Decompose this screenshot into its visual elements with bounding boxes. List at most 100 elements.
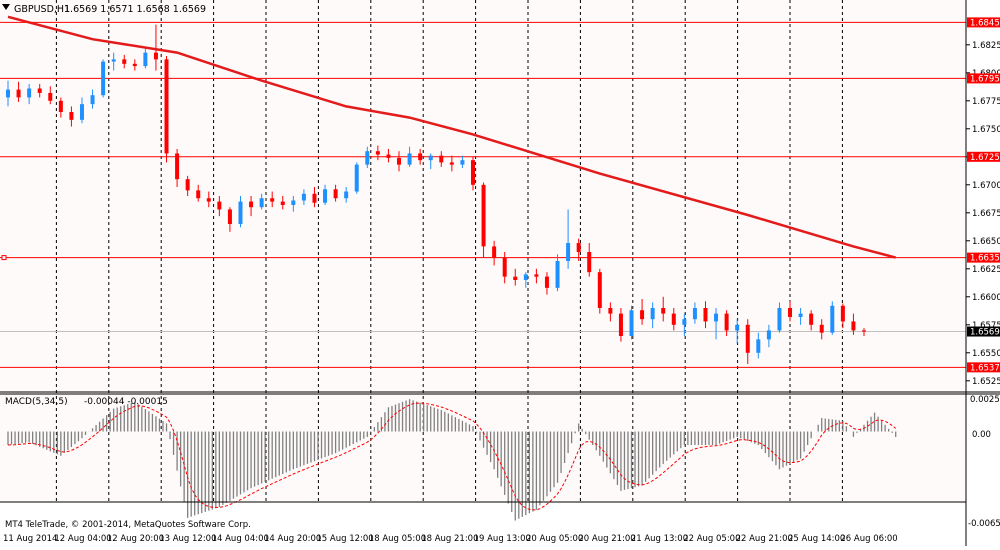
candle-body <box>90 95 95 105</box>
macd-label: MACD(5,34,5) <box>5 397 68 407</box>
candle-body <box>534 274 539 277</box>
candle-body <box>460 160 465 165</box>
candle-body <box>703 308 708 322</box>
level-price-tag <box>967 17 1000 28</box>
moving-average-line <box>7 15 897 259</box>
time-label: 22 Aug 05:00 <box>683 534 740 544</box>
time-label: 14 Aug 04:00 <box>212 534 269 544</box>
candle-body <box>481 184 486 247</box>
candle-body <box>407 153 412 165</box>
time-label: 18 Aug 05:00 <box>369 534 426 544</box>
time-label: 13 Aug 12:00 <box>159 534 216 544</box>
macd-signal-line <box>7 402 897 511</box>
candle-body <box>608 308 613 314</box>
price-tick-label: 1.6700 <box>972 181 1000 191</box>
candle-body <box>449 162 454 165</box>
level-price-tag <box>967 151 1000 162</box>
chart-menu-triangle-icon[interactable] <box>2 4 10 10</box>
copyright-text: MT4 TeleTrade, © 2001-2014, MetaQuotes S… <box>5 520 251 530</box>
candle-body <box>851 321 856 331</box>
candle-body <box>6 89 10 98</box>
candle-body <box>101 61 106 96</box>
candle-body <box>819 324 824 333</box>
candle-body <box>280 201 285 205</box>
grid <box>0 0 966 502</box>
candle-body <box>502 257 507 277</box>
candle-body <box>27 88 32 98</box>
price-tick-label: 1.6650 <box>972 237 1000 247</box>
candle-body <box>111 59 116 62</box>
time-label: 20 Aug 21:00 <box>578 534 635 544</box>
candle-body <box>830 305 835 333</box>
candle-body <box>418 153 423 161</box>
candle-body <box>69 112 74 120</box>
candle-body <box>301 193 306 201</box>
level-price-tag <box>967 73 1000 84</box>
candle-body <box>323 189 328 203</box>
candle-body <box>48 92 53 101</box>
time-label: 12 Aug 04:00 <box>54 534 111 544</box>
ohlc-values: 1.6569 1.6571 1.6568 1.6569 <box>64 4 206 15</box>
price-tags: 1.6845 1.6795 1.6725 1.6635 1.6537 1.6569 <box>967 17 1000 373</box>
candle-body <box>555 260 560 288</box>
candle-body <box>79 104 84 120</box>
price-tick-label: 1.6600 <box>972 293 1000 303</box>
macd-axis-max: 0.00256 <box>970 395 1000 405</box>
price-tick-label: 1.6750 <box>972 125 1000 135</box>
candle-body <box>597 272 602 308</box>
level-price-tag <box>967 362 1000 373</box>
time-label: 20 Aug 05:00 <box>526 534 583 544</box>
level-price-label: 1.6795 <box>970 74 1000 84</box>
candle-body <box>714 313 719 322</box>
candle-body <box>270 198 275 202</box>
time-label: 25 Aug 14:00 <box>788 534 845 544</box>
price-tick-label: 1.6825 <box>972 41 1000 51</box>
time-label: 12 Aug 20:00 <box>107 534 164 544</box>
candle-body <box>629 310 634 336</box>
candle-body <box>798 313 803 317</box>
candle-body <box>259 198 264 208</box>
candle-body <box>513 276 518 280</box>
candle-body <box>788 308 793 317</box>
candle-body <box>470 160 475 185</box>
macd-axis-zero: 0.00 <box>972 430 991 440</box>
candle-body <box>523 274 528 280</box>
time-label: 15 Aug 12:00 <box>316 534 373 544</box>
candle-body <box>671 313 676 325</box>
candle-body <box>344 191 349 199</box>
macd-values: -0.00044 -0.00015 <box>84 397 168 407</box>
price-tick-label: 1.6575 <box>972 321 1000 331</box>
candle-body <box>397 157 402 165</box>
candle-body <box>650 308 655 320</box>
candle-body <box>227 209 232 224</box>
time-label: 21 Aug 13:00 <box>631 534 688 544</box>
candle-body <box>492 246 497 258</box>
level-handle-icon[interactable] <box>1 255 7 261</box>
candle-body <box>428 155 433 161</box>
price-tick-label: 1.6675 <box>972 209 1000 219</box>
time-label: 22 Aug 21:00 <box>736 534 793 544</box>
time-label: 19 Aug 13:00 <box>474 534 531 544</box>
candle-body <box>185 179 190 191</box>
candle-body <box>724 313 729 331</box>
candle-body <box>766 330 771 340</box>
candle-body <box>291 200 296 205</box>
candle-body <box>217 201 222 210</box>
candle-body <box>692 308 697 320</box>
candle-body <box>122 59 127 64</box>
candle-body <box>745 324 750 353</box>
level-price-label: 1.6845 <box>970 18 1000 28</box>
candle-body <box>249 201 254 208</box>
candle-body <box>37 88 42 93</box>
symbol-label: GBPUSD,H1 <box>14 4 70 15</box>
candle-body <box>132 63 137 67</box>
candle-body <box>164 59 169 154</box>
horizontal-level-lines[interactable] <box>0 21 966 368</box>
candle-body <box>365 151 370 165</box>
candle-body <box>58 100 63 112</box>
candle-body <box>439 155 444 163</box>
time-label: 18 Aug 21:00 <box>421 534 478 544</box>
